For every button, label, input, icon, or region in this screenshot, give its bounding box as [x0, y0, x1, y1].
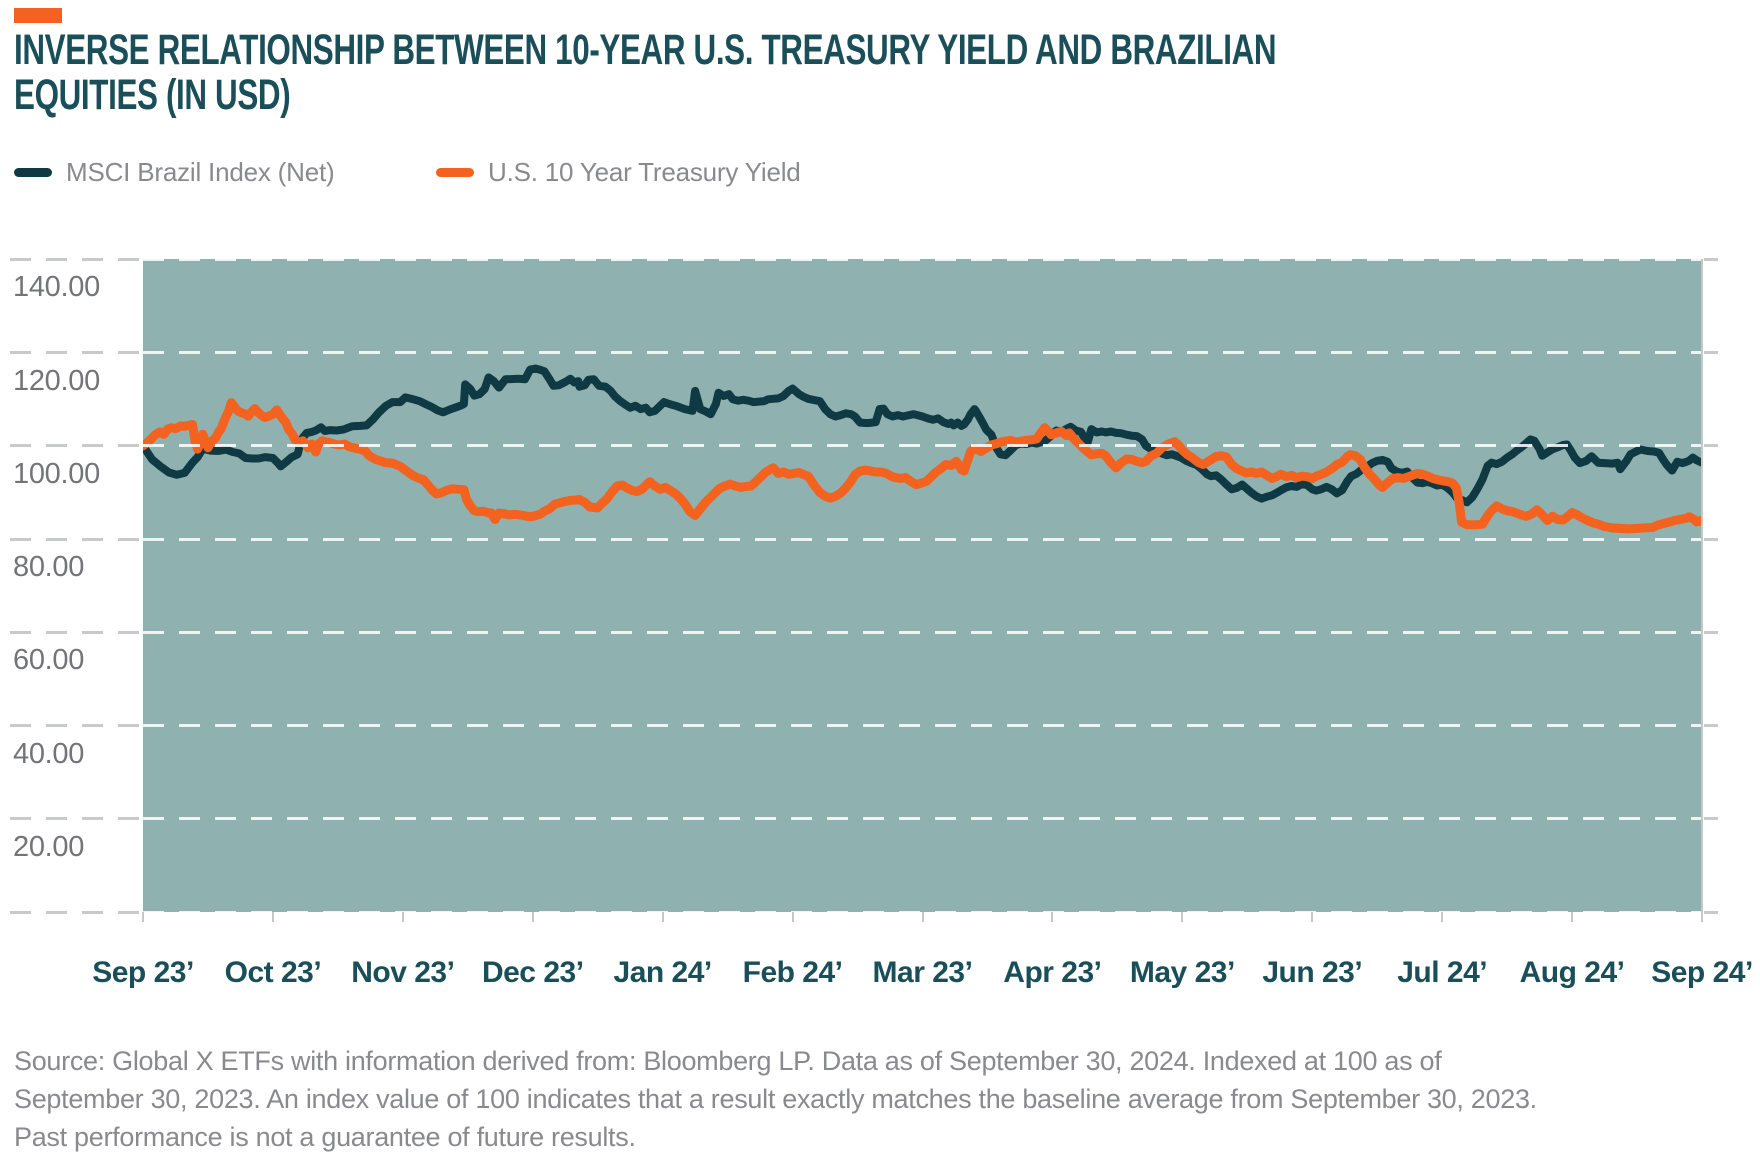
gridline-60: [143, 630, 1702, 634]
gridline-stub-100: [1704, 444, 1718, 448]
x-tick-6: [921, 912, 924, 922]
x-tick-5: [791, 912, 794, 922]
gridline-80: [143, 537, 1702, 541]
x-axis-label-Feb24: Feb 24’: [742, 956, 843, 989]
gridline-stub-60: [1704, 630, 1718, 634]
y-axis-label-40.00: 40.00: [13, 737, 85, 770]
plot-right-edge-axis: [1701, 259, 1703, 922]
x-axis-label-May23: May 23’: [1129, 956, 1235, 989]
gridline-120: [143, 351, 1702, 355]
x-tick-10: [1441, 912, 1444, 922]
page-title-line2: EQUITIES (IN USD): [14, 71, 291, 119]
x-tick-8: [1181, 912, 1184, 922]
gridline-stub-140: [1704, 257, 1718, 261]
legend-item-treasury-yield: U.S. 10 Year Treasury Yield: [436, 155, 801, 189]
x-axis-label-Apr23: Apr 23’: [1003, 956, 1102, 989]
gridline-100: [143, 444, 1702, 448]
x-tick-0: [142, 912, 144, 922]
x-axis-label-Nov23: Nov 23’: [351, 956, 455, 989]
x-tick-4: [661, 912, 664, 922]
y-axis-label-140.00: 140.00: [13, 271, 100, 304]
x-axis-label-Jul24: Jul 24’: [1397, 956, 1488, 989]
y-axis-label-120.00: 120.00: [13, 364, 100, 397]
y-axis-label-20.00: 20.00: [13, 830, 85, 863]
gridline-gutter-100: [10, 444, 142, 448]
source-note-line2: September 30, 2023. An index value of 10…: [14, 1084, 1537, 1114]
legend-label-msci-brazil: MSCI Brazil Index (Net): [66, 156, 335, 187]
gridline-stub-20: [1704, 817, 1718, 821]
treasury-yield-line-swatch-icon: [436, 167, 474, 177]
page-title: INVERSE RELATIONSHIP BETWEEN 10-YEAR U.S…: [14, 28, 1511, 118]
x-axis-label-Oct23: Oct 23’: [224, 956, 322, 989]
gridline-gutter-40: [10, 724, 142, 728]
gridline-140: [143, 259, 1702, 261]
legend-label-treasury-yield: U.S. 10 Year Treasury Yield: [488, 156, 801, 187]
y-axis-label-80.00: 80.00: [13, 551, 85, 584]
x-axis-label-Dec23: Dec 23’: [481, 956, 584, 989]
x-tick-3: [531, 912, 534, 922]
x-axis-label-Mar23: Mar 23’: [872, 956, 973, 989]
x-axis-label-Jan24: Jan 24’: [613, 956, 713, 989]
y-axis-label-60.00: 60.00: [13, 644, 85, 677]
gridline-20: [143, 817, 1702, 821]
gridline-stub-80: [1704, 537, 1718, 541]
gridline-40: [143, 724, 1702, 728]
gridline-stub-0: [1704, 910, 1718, 914]
x-tick-11: [1571, 912, 1574, 922]
line-chart: [143, 364, 1702, 534]
legend-item-msci-brazil: MSCI Brazil Index (Net): [14, 155, 335, 189]
plot-area: [143, 259, 1702, 912]
gridline-gutter-140: [10, 257, 142, 261]
page-title-line1: INVERSE RELATIONSHIP BETWEEN 10-YEAR U.S…: [14, 26, 1277, 74]
gridline-gutter-80: [10, 537, 142, 541]
msci-brazil-line-swatch-icon: [14, 167, 52, 177]
gridline-gutter-60: [10, 630, 142, 634]
gridline-gutter-20: [10, 817, 142, 821]
x-tick-2: [401, 912, 404, 922]
x-tick-1: [271, 912, 274, 922]
series-line-u-s--10-year-treasury-yield: [143, 398, 1702, 534]
x-axis-label-Aug24: Aug 24’: [1519, 956, 1625, 989]
x-tick-7: [1051, 912, 1054, 922]
x-tick-12: [1701, 912, 1703, 922]
accent-bar: [14, 8, 62, 23]
y-axis-label-100.00: 100.00: [13, 457, 100, 490]
x-tick-9: [1311, 912, 1314, 922]
gridline-gutter-0: [10, 910, 142, 914]
gridline-gutter-120: [10, 351, 142, 355]
source-note-line1: Source: Global X ETFs with information d…: [14, 1046, 1442, 1076]
x-axis-label-Sep23: Sep 23’: [92, 956, 194, 989]
source-note: Source: Global X ETFs with information d…: [14, 1042, 1734, 1156]
gridline-stub-120: [1704, 351, 1718, 355]
gridline-0: [143, 910, 1702, 912]
x-axis-label-Sep24: Sep 24’: [1651, 956, 1753, 989]
x-axis-label-Jun23: Jun 23’: [1262, 956, 1363, 989]
source-note-line3: Past performance is not a guarantee of f…: [14, 1122, 636, 1152]
gridline-stub-40: [1704, 724, 1718, 728]
